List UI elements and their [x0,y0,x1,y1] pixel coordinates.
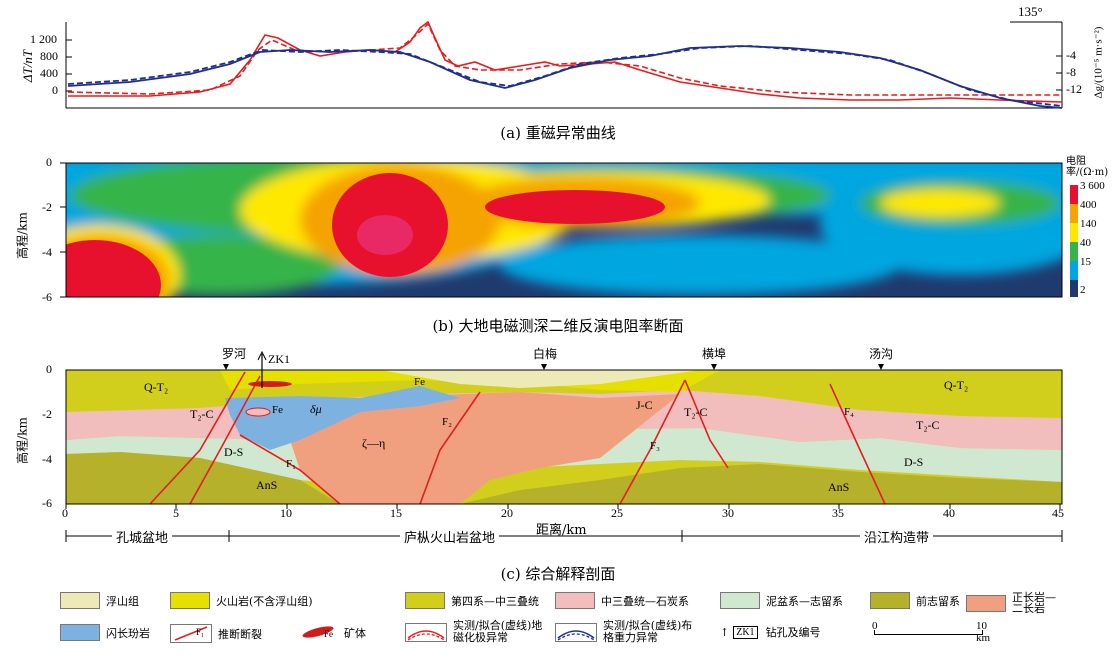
unit-diorite: δμ [310,402,322,416]
x-tick-10: 10 [280,506,292,520]
unit-t2-c-right: T₂-C [916,418,940,432]
fault-f1: F₁ [286,458,296,470]
legend: 浮山组 火山岩(不含浮山组) 第四系—中三叠统 中三叠统—石炭系 泥盆系—志留系… [60,592,1060,654]
legend-pre-silurian: 前志留系 [870,592,960,609]
panel-c-interpretation-section [65,350,1063,542]
x-tick-20: 20 [501,506,513,520]
colorbar-title: 电阻率/(Ω·m) [1066,156,1109,178]
legend-fushan: 浮山组 [60,592,139,609]
magnetic-curve-icon [405,622,447,642]
unit-q-t2-right: Q-T₂ [944,378,969,392]
gravity-fitted-curve [67,45,1063,107]
place-baimei: 白梅 [533,347,558,361]
tick-r3: -12 [1066,82,1082,96]
gravity-curve-icon [555,622,597,642]
fault-symbol-icon [170,624,212,643]
legend-syenite: 正长岩—二长岩 [966,592,1056,614]
legend-borehole: ↑ ZK1 钻孔及编号 [720,625,821,639]
legend-devonian-silurian: 泥盆系—志留系 [720,592,843,609]
x-tick-35: 35 [832,506,844,520]
legend-triassic-carboniferous: 中三叠统—石炭系 [555,592,689,609]
unit-d-s-left: D-S [224,445,244,459]
panel-b-caption: (b) 大地电磁测深二维反演电阻率断面 [432,317,684,335]
panel-b-ylabel: 高程/km [15,212,30,259]
basin-kongcheng: 孔城盆地 [112,527,173,546]
b-tick-6: -6 [42,290,52,304]
panel-a-right-ylabel: Δg/(10⁻⁵ m·s⁻²) [1092,26,1105,99]
panel-a-caption: (a) 重磁异常曲线 [500,124,616,142]
basin-luzong: 庐枞火山岩盆地 [400,527,500,546]
unit-j-c: J-C [636,398,653,412]
c-tick-2: -2 [42,407,52,421]
c-tick-6: -6 [42,496,52,510]
fault-f2: F₂ [442,416,452,428]
cb-tick-140: 140 [1080,218,1097,230]
panel-a-anomaly-curves [65,20,1063,109]
fault-f4: F₄ [844,406,854,418]
place-tanggou: 汤沟 [869,347,894,361]
unit-q-t2-left: Q-T₂ [144,380,169,394]
unit-t2-c-left: T₂-C [190,407,214,421]
unit-d-s-right: D-S [904,455,924,469]
borehole-icon: ↑ [720,625,730,639]
unit-t2-c-mid: T₂-C [684,405,708,419]
x-tick-25: 25 [611,506,623,520]
tick-r1: -4 [1066,48,1076,62]
unit-ans-left: AnS [256,478,278,492]
tick-800: 800 [40,49,58,63]
legend-volcanic: 火山岩(不含浮山组) [170,592,313,609]
x-tick-40: 40 [943,506,955,520]
b-tick-4: -4 [42,245,52,259]
x-tick-45: 45 [1052,506,1064,520]
unit-ans-right: AnS [828,480,850,494]
tick-0: 0 [52,83,58,97]
place-hengbu: 横埠 [702,347,727,361]
c-tick-4: -4 [42,452,52,466]
scale-bar: 0 10 km [872,620,991,644]
legend-diorite: 闪长玢岩 [60,624,150,641]
unit-fe-ore: Fe [272,404,283,416]
x-tick-30: 30 [722,506,734,520]
x-tick-0: 0 [62,506,68,520]
b-tick-2: -2 [42,200,52,214]
cb-tick-15: 15 [1080,256,1091,268]
tick-400: 400 [40,66,58,80]
b-tick-0: 0 [46,155,52,169]
cb-tick-3600: 3 600 [1080,180,1105,192]
legend-ore: Fe 矿体 [298,624,366,641]
cb-tick-2: 2 [1080,284,1086,296]
legend-fault: F₁ 推断断裂 [170,624,262,643]
panel-c-ylabel: 高程/km [15,417,30,464]
magnetic-fitted-curve [67,22,1062,96]
magnetic-measured-curve [68,20,1063,103]
cb-tick-400: 400 [1080,199,1097,211]
c-tick-0: 0 [46,362,52,376]
legend-quaternary-triassic: 第四系—中三叠统 [405,592,539,609]
basin-yanjiang: 沿江构造带 [860,527,934,546]
tick-r2: -8 [1066,65,1076,79]
borehole-label: ZK1 [268,352,290,366]
place-luohe: 罗河 [222,347,247,361]
x-axis-label: 距离/km [536,523,587,538]
legend-magnetic-curve: 实测/拟合(虚线)地磁化极异常 [405,620,553,644]
x-tick-15: 15 [390,506,402,520]
panel-b-resistivity-section [60,162,1078,298]
azimuth-label: 135° [1018,4,1043,19]
unit-syenite: ζ—η [362,436,386,450]
x-tick-5: 5 [173,506,179,520]
panel-c-caption: (c) 综合解释剖面 [500,565,616,583]
fault-f3: F₃ [650,440,660,452]
legend-gravity-curve: 实测/拟合(虚线)布格重力异常 [555,620,703,644]
tick-1200: 1 200 [30,32,57,46]
unit-fe-top: Fe [414,376,425,388]
ore-body-icon [302,626,334,638]
cb-tick-40: 40 [1080,237,1091,249]
